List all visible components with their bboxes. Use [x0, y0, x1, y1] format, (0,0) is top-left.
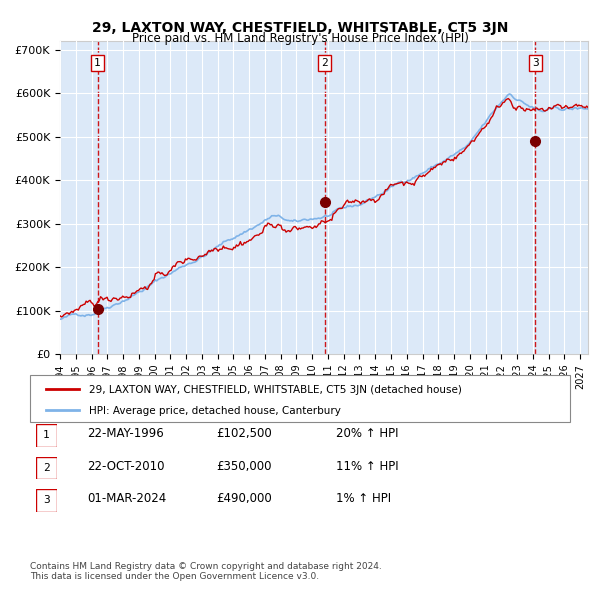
Text: 2: 2 [43, 463, 50, 473]
Text: 22-MAY-1996: 22-MAY-1996 [87, 427, 164, 440]
Text: 3: 3 [43, 496, 50, 505]
Text: 29, LAXTON WAY, CHESTFIELD, WHITSTABLE, CT5 3JN (detached house): 29, LAXTON WAY, CHESTFIELD, WHITSTABLE, … [89, 385, 462, 395]
Text: £490,000: £490,000 [216, 492, 272, 505]
Text: £102,500: £102,500 [216, 427, 272, 440]
Text: Price paid vs. HM Land Registry's House Price Index (HPI): Price paid vs. HM Land Registry's House … [131, 32, 469, 45]
Text: 1% ↑ HPI: 1% ↑ HPI [336, 492, 391, 505]
Text: 29, LAXTON WAY, CHESTFIELD, WHITSTABLE, CT5 3JN: 29, LAXTON WAY, CHESTFIELD, WHITSTABLE, … [92, 21, 508, 35]
Text: 11% ↑ HPI: 11% ↑ HPI [336, 460, 398, 473]
FancyBboxPatch shape [36, 489, 57, 512]
FancyBboxPatch shape [36, 424, 57, 447]
Text: 1: 1 [43, 431, 50, 440]
Text: 01-MAR-2024: 01-MAR-2024 [87, 492, 166, 505]
FancyBboxPatch shape [36, 457, 57, 479]
Text: 2: 2 [322, 58, 328, 68]
Text: 3: 3 [532, 58, 539, 68]
Text: 1: 1 [94, 58, 101, 68]
Text: 20% ↑ HPI: 20% ↑ HPI [336, 427, 398, 440]
Text: HPI: Average price, detached house, Canterbury: HPI: Average price, detached house, Cant… [89, 406, 341, 416]
FancyBboxPatch shape [30, 375, 570, 422]
Text: £350,000: £350,000 [216, 460, 271, 473]
Text: Contains HM Land Registry data © Crown copyright and database right 2024.
This d: Contains HM Land Registry data © Crown c… [30, 562, 382, 581]
Text: 22-OCT-2010: 22-OCT-2010 [87, 460, 164, 473]
